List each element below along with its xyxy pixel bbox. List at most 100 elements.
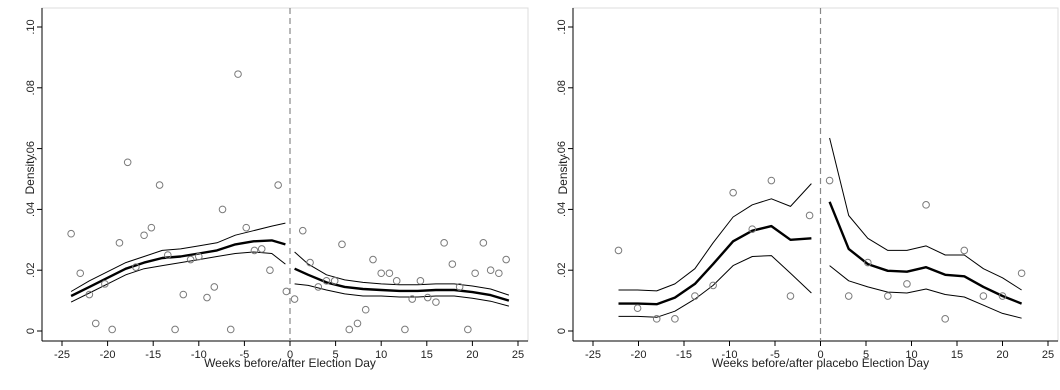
data-point [163,251,172,259]
fit-left-upper-ci [618,183,812,292]
data-point [448,260,457,268]
x-tick-label: -10 [722,349,738,361]
data-point [1017,269,1026,278]
data-point [250,246,259,255]
data-point [709,281,717,290]
data-point [416,277,425,285]
x-tick-label: 5 [333,349,339,361]
x-tick-label: 10 [905,349,917,361]
fit-right-upper-ci [294,251,510,296]
data-point [998,292,1007,300]
y-axis-title: Density [23,154,37,194]
fit-left-upper-ci [70,222,286,292]
y-tick-label: 0 [25,328,37,334]
y-tick-label: .04 [25,202,37,217]
data-point [67,229,75,238]
chart-panel-right: 0 .02 .04 .06 .08 .10 Density -25 -20 -15 -10 -5 0 5 1… [533,0,1060,390]
data-point [748,225,757,233]
data-point [903,280,911,288]
data-point [123,158,132,167]
data-point [479,239,488,247]
x-tick-label: 20 [996,349,1008,361]
data-point [345,325,354,334]
fit-left-lower-ci [618,255,812,318]
x-tick-label: 25 [1042,349,1054,361]
data-point [186,255,195,264]
data-point [729,188,737,197]
fit-right-lower-ci [294,283,510,307]
chart-panel-left: 0 .02 .04 .06 .08 .10 Density -25 -20 -15 -10 -5 0 5 1… [23,7,529,370]
x-tick-label: 10 [375,349,387,361]
y-tick-label: .10 [556,19,568,34]
data-point [979,292,988,300]
data-point [960,246,969,255]
plot-frame [572,7,1059,342]
data-point [392,277,401,285]
x-axis-title: Weeks before/after placebo Election Day [712,356,929,370]
data-point [385,269,394,278]
data-point [218,205,227,214]
x-tick-label: -5 [240,349,250,361]
fit-left-estimate [70,239,286,298]
data-point [210,283,219,291]
x-tick-label: 5 [863,349,869,361]
data-point [495,269,503,278]
data-point [432,298,440,306]
y-tick-label: .10 [25,19,37,34]
y-tick-label: 0 [556,328,568,334]
data-point [825,176,834,185]
data-point [257,245,266,253]
data-point [423,293,432,302]
data-point [306,258,314,267]
data-point [502,255,510,264]
data-point [941,315,949,323]
x-tick-label: 0 [287,349,293,361]
y-tick-label: .06 [25,141,37,156]
data-point [377,269,386,278]
data-point [471,269,479,278]
x-tick-label: -5 [770,349,780,361]
data-point [614,246,623,255]
data-point [408,295,417,303]
data-point [282,287,291,296]
panel-separator [530,0,533,390]
y-tick-label: .06 [556,141,568,156]
x-tick-label: -20 [100,349,116,361]
data-point [226,325,235,334]
fit-right-estimate [294,267,510,302]
data-point [298,226,307,235]
y-tick-label: .02 [25,263,37,278]
y-axis-title: Density [556,154,570,194]
data-point [155,181,164,189]
data-point [652,315,661,323]
data-point [338,240,346,249]
x-tick-label: -20 [631,349,647,361]
data-point [179,290,188,299]
data-point [401,325,409,334]
data-point [132,263,140,271]
data-point [274,181,282,189]
data-point [486,266,495,275]
data-point [464,325,472,334]
density-chart-placebo-election-day: 0 .02 .04 .06 .08 .10 Density -25 -20 -15 -10 -5 0 5 1… [556,7,1059,370]
x-axis-title: Weeks before/after Election Day [204,356,376,370]
data-point [455,283,464,291]
fit-right-upper-ci [829,137,1022,291]
density-chart-election-day: 0 .02 .04 .06 .08 .10 Density -25 -20 -15 -10 -5 0 5 1… [23,7,529,370]
data-point [786,292,795,300]
fit-left-estimate [618,224,812,306]
y-tick-label: .08 [25,80,37,95]
data-point [115,239,124,247]
data-point [330,277,339,285]
x-tick-label: 15 [421,349,433,361]
y-tick-label: .08 [556,80,568,95]
x-tick-label: -15 [676,349,692,361]
data-point [844,292,853,300]
data-point [171,325,179,334]
x-tick-label: -15 [145,349,161,361]
data-point [922,201,930,209]
x-tick-label: -10 [191,349,207,361]
data-point [108,325,116,334]
data-point [234,70,242,78]
data-point [361,305,370,314]
